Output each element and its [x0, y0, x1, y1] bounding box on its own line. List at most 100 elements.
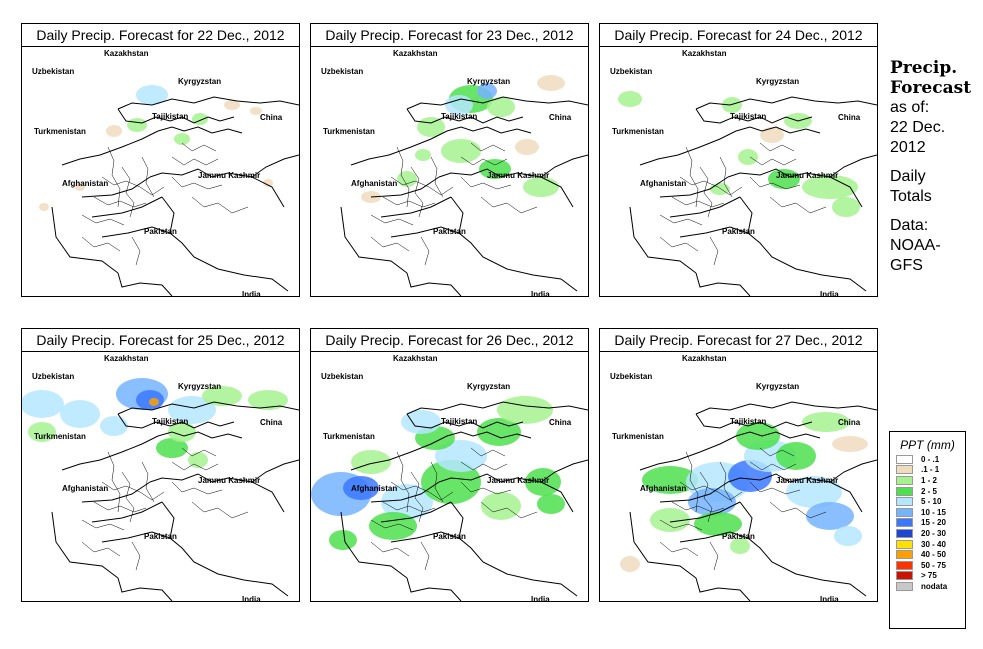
province-line	[410, 471, 424, 523]
province-line	[390, 176, 454, 196]
country-label: Turkmenistan	[34, 432, 86, 441]
country-label: Jammu Kashmir	[198, 171, 260, 180]
precip-area	[730, 538, 750, 554]
country-label: China	[838, 418, 861, 427]
border-line	[406, 401, 588, 415]
country-label: Pakistan	[433, 227, 466, 236]
legend-title: PPT (mm)	[900, 438, 955, 452]
precip-area	[329, 530, 357, 550]
border-line	[340, 511, 408, 579]
country-label: Uzbekistan	[610, 372, 652, 381]
legend-label: 0 - .1	[921, 454, 940, 464]
border-line	[406, 96, 588, 110]
precip-area	[136, 85, 168, 105]
border-line	[340, 206, 408, 274]
province-line	[141, 156, 155, 198]
province-line	[171, 156, 219, 166]
province-line	[396, 146, 410, 208]
border-line	[91, 501, 163, 523]
country-label: Jammu Kashmir	[776, 171, 838, 180]
province-line	[709, 236, 719, 266]
province-line	[171, 461, 219, 471]
border-line	[406, 108, 524, 124]
legend-swatch	[896, 528, 913, 538]
country-label: Pakistan	[722, 227, 755, 236]
precip-area	[642, 466, 698, 494]
border-line	[659, 176, 729, 198]
precip-map: Kazakhstan Uzbekistan Kyrgyzstan Tajikistan…	[599, 46, 878, 297]
border-line	[390, 531, 460, 543]
precip-area	[22, 390, 64, 418]
precip-area	[168, 396, 216, 424]
border-line	[406, 577, 462, 601]
precip-area	[481, 492, 521, 520]
border-line	[739, 196, 867, 292]
border-line	[406, 413, 524, 429]
province-line	[410, 166, 424, 218]
legend-item: 15 - 20	[896, 518, 965, 529]
precip-area	[28, 422, 56, 442]
precip-area	[351, 450, 391, 474]
legend-label: 30 - 40	[921, 539, 946, 549]
country-label: Turkmenistan	[323, 127, 375, 136]
border-line	[438, 473, 574, 513]
country-label: Kazakhstan	[682, 49, 727, 58]
province-line	[719, 461, 733, 503]
border-line	[251, 154, 299, 178]
province-line	[671, 196, 725, 208]
country-label: Pakistan	[722, 532, 755, 541]
province-line	[679, 481, 743, 501]
border-line	[380, 196, 452, 218]
panel-title: Daily Precip. Forecast for 25 Dec., 2012	[21, 328, 300, 352]
precip-area	[188, 452, 208, 468]
forecast-panel-dec27: Daily Precip. Forecast for 27 Dec., 2012…	[599, 328, 878, 602]
precip-area	[525, 468, 561, 496]
map-canvas: Kazakhstan Uzbekistan Kyrgyzstan Tajikistan…	[311, 354, 588, 601]
precip-area	[39, 203, 49, 211]
country-label: India	[531, 595, 550, 601]
precip-area	[760, 127, 784, 143]
country-label: Tajikistan	[152, 417, 188, 426]
country-label: Kazakhstan	[682, 354, 727, 363]
forecast-panel-dec26: Daily Precip. Forecast for 26 Dec., 2012…	[310, 328, 589, 602]
legend-item: 1 - 2	[896, 475, 965, 486]
precip-area	[75, 183, 85, 191]
precip-area	[650, 508, 690, 532]
legend-swatch	[896, 497, 913, 507]
border-line	[390, 226, 460, 238]
legend-item: 2 - 5	[896, 486, 965, 497]
province-line	[107, 146, 121, 208]
border-line	[157, 126, 243, 134]
border-line	[117, 272, 173, 296]
border-line	[669, 196, 741, 218]
border-line	[51, 511, 119, 579]
legend-swatch	[896, 518, 913, 528]
border-line	[639, 435, 737, 471]
precip-area	[224, 100, 240, 110]
province-line	[460, 156, 508, 166]
border-line	[695, 108, 813, 124]
precip-area	[497, 396, 553, 424]
province-line	[382, 196, 436, 208]
border-line	[829, 459, 877, 483]
precip-map: Kazakhstan Uzbekistan Kyrgyzstan Tajikistan…	[21, 46, 300, 297]
precip-area	[487, 97, 515, 117]
legend-swatch	[896, 486, 913, 496]
province-line	[685, 146, 699, 208]
border-line	[117, 108, 235, 124]
country-label: India	[242, 595, 261, 601]
legend-swatch	[896, 560, 913, 570]
precip-area	[149, 398, 159, 406]
country-label: China	[260, 418, 283, 427]
map-canvas: Kazakhstan Uzbekistan Kyrgyzstan Tajikistan…	[610, 49, 877, 296]
precip-area	[156, 438, 188, 458]
country-label: Jammu Kashmir	[776, 476, 838, 485]
province-line	[81, 214, 125, 226]
province-line	[430, 461, 444, 503]
province-line	[749, 481, 801, 495]
province-line	[460, 461, 508, 471]
border-line	[450, 196, 578, 292]
map-canvas: Kazakhstan Uzbekistan Kyrgyzstan Tajikistan…	[321, 49, 588, 296]
